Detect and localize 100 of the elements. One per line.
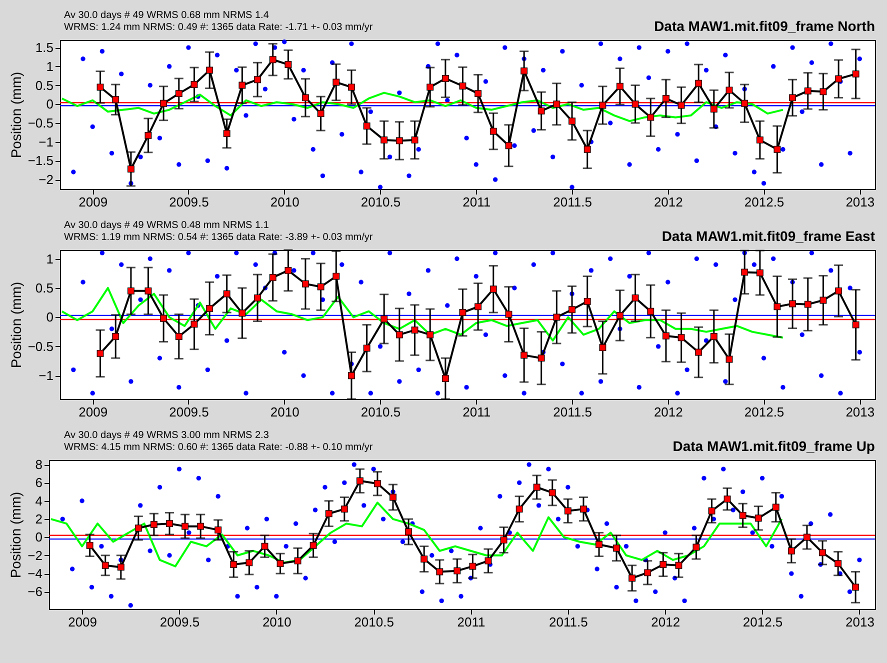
y-axis-title: Position (mm) [8, 492, 24, 578]
y-tick-label: −1 [38, 134, 54, 150]
point [516, 506, 523, 513]
x-tick-label: 2009 [78, 194, 108, 210]
point [396, 331, 403, 338]
point [505, 142, 512, 150]
point [474, 303, 482, 310]
y-tick-label: 0.5 [35, 78, 54, 93]
point [190, 81, 198, 88]
point [442, 75, 449, 82]
point [160, 314, 168, 322]
point [741, 268, 748, 276]
point [310, 542, 317, 549]
point [708, 507, 716, 514]
point [411, 136, 418, 144]
text: Av 30.0 days # 49 WRMS 0.48 mm NRMS 1.1 [64, 220, 270, 232]
point [695, 348, 702, 356]
point [197, 522, 204, 530]
point [584, 146, 591, 153]
point [580, 506, 587, 513]
y-tick-label: 6 [35, 475, 42, 490]
point [411, 326, 418, 334]
point [96, 350, 104, 357]
point [254, 294, 261, 302]
point [756, 269, 764, 276]
point [710, 333, 718, 340]
point [469, 562, 476, 570]
x-tick-label: 2010 [270, 404, 300, 420]
point [538, 107, 545, 114]
x-tick-label: 2013 [846, 194, 875, 210]
point [340, 506, 348, 513]
point [380, 136, 388, 144]
point [804, 534, 810, 541]
point [246, 559, 253, 566]
point [835, 287, 842, 294]
text: WRMS: 1.24 mm NRMS: 0.49 #: 1365 data Rate: -1.71 +- 0.03 mm/yr [64, 22, 373, 34]
point [500, 536, 508, 544]
point [774, 303, 781, 310]
point [772, 504, 780, 511]
point [117, 564, 124, 571]
x-tick-label: 2010 [262, 614, 292, 630]
x-tick-label: 2011.5 [553, 404, 592, 420]
y-tick-label: 1 [46, 251, 54, 266]
point [695, 80, 702, 87]
x-tick-label: 2010.5 [354, 614, 394, 630]
y-tick-label: −0.5 [28, 338, 54, 354]
point [599, 344, 606, 352]
point [788, 547, 795, 554]
point [616, 312, 624, 319]
point [325, 510, 332, 518]
point [144, 287, 152, 294]
point [616, 82, 624, 90]
point [647, 114, 654, 121]
point [644, 569, 652, 576]
point [363, 344, 370, 352]
x-tick-label: 2012.5 [744, 194, 784, 210]
point [175, 90, 182, 98]
x-tick-label: 2009.5 [169, 194, 209, 210]
x-tick-label: 2012 [654, 404, 683, 420]
point [442, 375, 449, 382]
point [710, 106, 718, 112]
point [533, 484, 540, 491]
point [454, 567, 461, 574]
point [789, 94, 796, 102]
point [396, 137, 403, 144]
point [317, 110, 324, 118]
point [238, 82, 246, 89]
point [548, 489, 556, 496]
point [127, 166, 134, 172]
point [206, 304, 214, 312]
point [223, 290, 230, 298]
point [420, 556, 428, 562]
point [484, 557, 492, 564]
point [835, 75, 842, 82]
point [96, 84, 104, 91]
point [284, 61, 292, 68]
point [160, 100, 168, 107]
point [223, 130, 230, 138]
y-tick-label: 1 [46, 58, 54, 74]
point [804, 87, 812, 94]
point [426, 331, 434, 338]
point [214, 526, 222, 534]
point [134, 524, 142, 532]
y-tick-label: 1.5 [35, 40, 54, 56]
y-axis-title: Position (mm) [8, 282, 24, 368]
y-tick-label: −2 [28, 548, 42, 563]
point [294, 557, 302, 564]
point [724, 496, 731, 503]
line-series [60, 286, 784, 342]
point [754, 514, 762, 522]
point [102, 562, 109, 569]
x-tick-label: 2009.5 [160, 614, 200, 630]
point [613, 544, 620, 552]
point [302, 280, 309, 288]
point [206, 66, 214, 74]
point [852, 70, 860, 78]
point [726, 86, 733, 94]
point [678, 334, 685, 342]
point [505, 310, 512, 318]
text: Av 30.0 days # 49 WRMS 3.00 mm NRMS 2.3 [64, 430, 270, 442]
